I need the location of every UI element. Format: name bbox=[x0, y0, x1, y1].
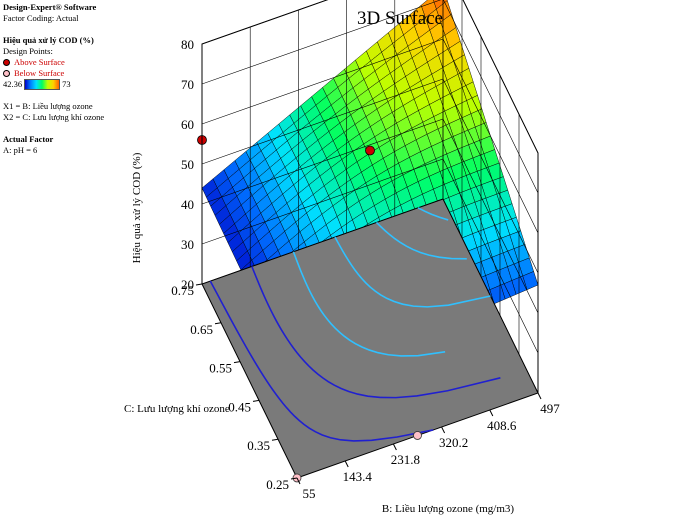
x-tick-mark bbox=[392, 443, 397, 451]
floor-contour bbox=[334, 236, 491, 308]
color-scale-min: 42.36 bbox=[3, 79, 23, 89]
z-axis-label: Hiệu quả xử lý COD (%) bbox=[131, 152, 143, 263]
y-axis-label: C: Lưu lượng khí ozone bbox=[124, 403, 230, 415]
color-scale-bar bbox=[24, 79, 61, 90]
z-tick-label: 20 bbox=[181, 277, 194, 292]
factor-coding: Factor Coding: Actual bbox=[3, 13, 79, 23]
x-axis-label: B: Liều lượng ozone (mg/m3) bbox=[382, 503, 514, 515]
above-surface-dot-icon bbox=[3, 59, 10, 66]
z-gridline bbox=[201, 0, 539, 194]
y-tick-mark bbox=[252, 399, 260, 402]
actual-factor-value: A: pH = 6 bbox=[3, 145, 38, 155]
floor-contour bbox=[375, 221, 467, 260]
x1-definition: X1 = B: Liều lượng ozone bbox=[3, 101, 93, 111]
z-tick-label: 50 bbox=[181, 157, 194, 172]
z-gridline bbox=[201, 78, 539, 274]
z-gridline bbox=[201, 158, 539, 354]
y-tick-label: 0.45 bbox=[228, 399, 251, 414]
z-gridline bbox=[201, 38, 539, 234]
y-tick-label: 0.75 bbox=[171, 283, 194, 298]
x2-definition: X2 = C: Lưu lượng khí ozone bbox=[3, 112, 105, 122]
x-tick-mark bbox=[537, 392, 542, 400]
color-scale-max: 73 bbox=[62, 79, 71, 89]
floor-contour bbox=[292, 251, 446, 357]
x-tick-label: 143.4 bbox=[343, 469, 373, 484]
x-tick-label: 320.2 bbox=[439, 435, 468, 450]
surface-mesh bbox=[197, 0, 539, 389]
chart-title: 3D Surface bbox=[357, 8, 443, 29]
tick-labels: 55 143.4 231.8 320.2 408.6 497 0.25 0.35 0.45 0.5… bbox=[171, 37, 560, 501]
x-tick-label: 408.6 bbox=[487, 418, 517, 433]
x-tick-mark bbox=[489, 409, 494, 417]
z-tick-label: 70 bbox=[181, 77, 194, 92]
below-surface-label: Below Surface bbox=[14, 68, 65, 78]
design-point-above bbox=[365, 145, 375, 156]
z-tick-label: 80 bbox=[181, 37, 194, 52]
x-tick-mark bbox=[441, 426, 446, 434]
z-tick-label: 40 bbox=[181, 197, 194, 212]
legend-above: Above Surface bbox=[3, 57, 104, 68]
design-point-below bbox=[292, 473, 302, 483]
z-tick-label: 30 bbox=[181, 237, 194, 252]
design-point-below bbox=[413, 431, 422, 440]
floor-contour bbox=[417, 207, 449, 221]
y-tick-label: 0.35 bbox=[247, 438, 270, 453]
z-gridline bbox=[201, 198, 539, 394]
color-scale: 42.36 73 bbox=[3, 79, 104, 90]
axis-frame bbox=[201, 0, 539, 483]
x-tick-mark bbox=[296, 477, 301, 485]
floor-contour bbox=[209, 280, 434, 442]
y-tick-mark bbox=[195, 283, 203, 286]
y-tick-mark bbox=[233, 361, 241, 364]
box-edge bbox=[201, 0, 539, 393]
z-gridline bbox=[201, 118, 539, 314]
software-name: Design-Expert® Software bbox=[3, 2, 97, 12]
z-tick-label: 60 bbox=[181, 117, 194, 132]
legend-below: Below Surface bbox=[3, 68, 104, 79]
design-points-label: Design Points: bbox=[3, 46, 53, 56]
x-tick-label: 231.8 bbox=[391, 452, 420, 467]
y-tick-label: 0.65 bbox=[190, 322, 213, 337]
y-tick-mark bbox=[214, 322, 222, 325]
x-tick-label: 55 bbox=[303, 486, 316, 501]
actual-factor-heading: Actual Factor bbox=[3, 134, 54, 144]
y-tick-mark bbox=[290, 477, 298, 480]
x-tick-label: 497 bbox=[540, 401, 560, 416]
x-tick-mark bbox=[344, 460, 349, 468]
y-tick-label: 0.55 bbox=[209, 361, 232, 376]
y-tick-label: 0.25 bbox=[266, 477, 289, 492]
y-tick-mark bbox=[271, 438, 279, 441]
floor-contour bbox=[251, 266, 501, 399]
above-surface-label: Above Surface bbox=[14, 57, 65, 67]
legend-panel: Design-Expert® Software Factor Coding: A… bbox=[3, 2, 104, 156]
response-name: Hiệu quả xử lý COD (%) bbox=[3, 35, 94, 45]
below-surface-dot-icon bbox=[3, 70, 10, 77]
